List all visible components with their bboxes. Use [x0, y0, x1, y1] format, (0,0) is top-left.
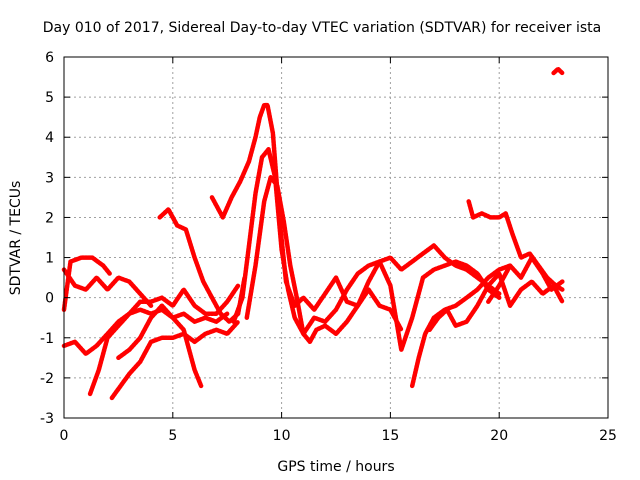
chart-title: Day 010 of 2017, Sidereal Day-to-day VTE… — [43, 20, 601, 36]
y-tick-label: 6 — [45, 50, 54, 66]
x-tick-label: 10 — [273, 428, 291, 444]
series-track-4 — [87, 283, 241, 397]
series-track-11 — [409, 263, 513, 389]
y-tick-label: 0 — [45, 291, 54, 307]
y-tick-label: 2 — [45, 210, 54, 226]
grid — [64, 57, 608, 418]
y-tick-label: -3 — [40, 411, 54, 427]
series-track-14 — [486, 255, 565, 304]
data-series — [61, 66, 565, 401]
plot-frame — [63, 56, 609, 419]
series-track-9 — [231, 147, 502, 353]
series-track-6 — [116, 303, 204, 389]
y-tick-label: 3 — [45, 170, 54, 186]
x-tick-label: 15 — [381, 428, 399, 444]
series-track-2 — [61, 267, 154, 308]
y-tick-label: 5 — [45, 90, 54, 106]
series-track-13 — [466, 199, 565, 292]
x-axis-label: GPS time / hours — [277, 459, 394, 475]
series-track-12 — [427, 271, 565, 333]
series-track-15 — [551, 66, 565, 76]
y-axis-label: SDTVAR / TECUs — [8, 181, 24, 296]
x-tick-label: 5 — [168, 428, 177, 444]
series-track-1 — [61, 255, 112, 312]
y-tick-label: 1 — [45, 251, 54, 267]
y-tick-label: -1 — [40, 331, 54, 347]
x-tick-label: 20 — [490, 428, 508, 444]
series-track-10 — [244, 175, 502, 345]
series-track-3 — [61, 307, 230, 357]
y-tick-label: -2 — [40, 371, 54, 387]
x-tick-label: 0 — [60, 428, 69, 444]
series-track-5 — [109, 319, 241, 401]
x-tick-label: 25 — [599, 428, 617, 444]
axis-ticks: 0 5 10 15 20 25 -3 -2 -1 0 1 2 3 4 5 6 — [40, 50, 617, 444]
y-tick-label: 4 — [45, 130, 54, 146]
